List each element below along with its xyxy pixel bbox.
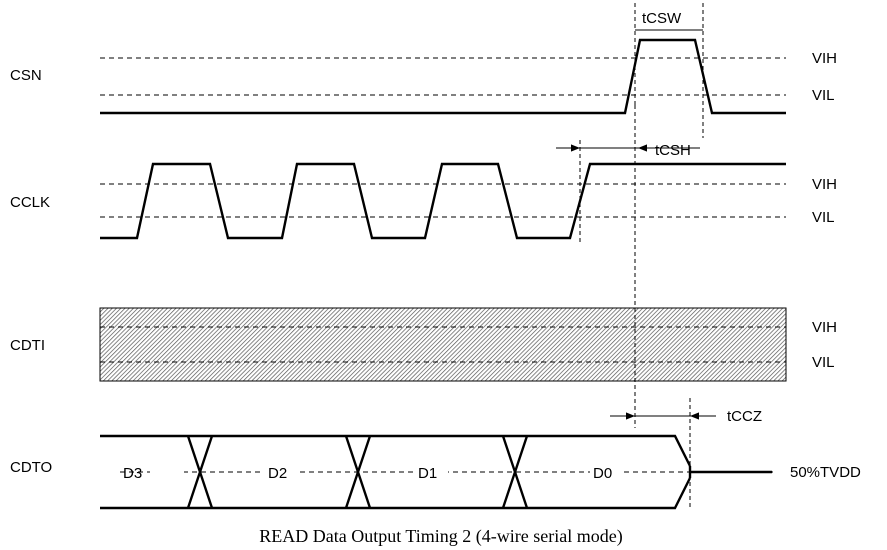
cclk-vil-label: VIL [812, 209, 835, 226]
cdti-vil-label: VIL [812, 354, 835, 371]
tccz-measure: tCCZ [610, 398, 762, 508]
cdto-bit-d2: D2 [268, 465, 287, 482]
csn-vil-label: VIL [812, 87, 835, 104]
cdto-label: CDTO [10, 459, 52, 476]
cclk-vih-label: VIH [812, 176, 837, 193]
csn-waveform [100, 38, 786, 115]
cdti-row: VIH VIL [99, 307, 837, 382]
cdto-half-label: 50%TVDD [790, 464, 861, 481]
tcsw-measure: tCSW [634, 3, 704, 138]
tcsw-label: tCSW [642, 10, 682, 27]
tcsh-measure: tCSH [556, 140, 700, 242]
cdti-hatched-region [99, 307, 787, 382]
tccz-label: tCCZ [727, 408, 762, 425]
tcsh-label: tCSH [655, 142, 691, 159]
cdto-bit-d0: D0 [593, 465, 612, 482]
csn-row: VIH VIL [100, 38, 837, 115]
csn-vih-label: VIH [812, 50, 837, 67]
csn-label: CSN [10, 67, 42, 84]
cclk-waveform [100, 162, 786, 240]
cdti-label: CDTI [10, 337, 45, 354]
cdto-bit-d1: D1 [418, 465, 437, 482]
cdto-transitions [186, 435, 529, 509]
cclk-label: CCLK [10, 194, 50, 211]
cdto-bit-d3: D3 [123, 465, 142, 482]
cdti-vih-label: VIH [812, 319, 837, 336]
cdto-row: D3 D2 D1 D0 50%TVDD [100, 434, 861, 510]
diagram-caption: READ Data Output Timing 2 (4-wire serial… [259, 526, 622, 547]
cdto-hiz-trace [688, 466, 772, 478]
cclk-row: VIH VIL [100, 162, 837, 240]
